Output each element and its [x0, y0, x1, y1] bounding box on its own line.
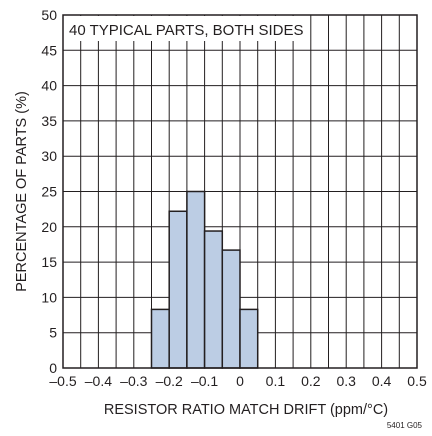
grid — [63, 15, 417, 368]
x-tick-label: 0.1 — [266, 373, 286, 389]
y-tick-label: 0 — [49, 360, 57, 376]
x-tick-label: –0.5 — [49, 373, 76, 389]
x-axis-tick-labels: –0.5 –0.4 –0.3 –0.2 –0.1 0 0.1 0.2 0.3 0.4 0.5 — [49, 373, 427, 389]
y-tick-label: 35 — [41, 113, 57, 129]
histogram-bar — [150, 308, 170, 369]
x-axis-label: RESISTOR RATIO MATCH DRIFT (ppm/°C) — [104, 402, 388, 418]
x-tick-label: 0.4 — [372, 373, 392, 389]
chart-annotation: 40 TYPICAL PARTS, BOTH SIDES — [69, 22, 304, 39]
x-tick-label: –0.1 — [191, 373, 218, 389]
annotation-background — [64, 16, 309, 41]
y-tick-label: 50 — [41, 7, 57, 23]
y-tick-label: 45 — [41, 42, 57, 58]
y-tick-label: 30 — [41, 148, 57, 164]
histogram-bar — [221, 249, 241, 369]
x-tick-label: 0 — [236, 373, 244, 389]
histogram-bars — [150, 190, 259, 369]
histogram-bar — [203, 230, 224, 369]
x-tick-label: –0.4 — [85, 373, 112, 389]
y-tick-label: 40 — [41, 78, 57, 94]
figure-id: 5401 G05 — [387, 421, 423, 430]
histogram-bar — [186, 190, 206, 369]
x-tick-label: 0.2 — [301, 373, 321, 389]
y-tick-label: 5 — [49, 325, 57, 341]
y-axis-tick-labels: 0 5 10 15 20 25 30 35 40 45 50 — [41, 7, 57, 376]
y-axis-label: PERCENTAGE OF PARTS (%) — [14, 91, 30, 292]
x-tick-label: –0.3 — [120, 373, 147, 389]
histogram-bar — [168, 210, 188, 369]
x-tick-label: 0.3 — [336, 373, 356, 389]
y-tick-label: 10 — [41, 289, 57, 305]
y-tick-label: 15 — [41, 254, 57, 270]
y-tick-label: 20 — [41, 219, 57, 235]
x-tick-label: –0.2 — [156, 373, 183, 389]
plot-frame — [62, 14, 418, 369]
histogram-bar — [239, 308, 259, 369]
x-tick-label: 0.5 — [407, 373, 427, 389]
y-tick-label: 25 — [41, 184, 57, 200]
